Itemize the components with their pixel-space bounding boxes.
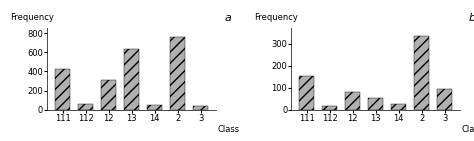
Bar: [193, 106, 208, 110]
Bar: [299, 76, 314, 110]
Bar: [345, 92, 360, 110]
Text: Class: Class: [218, 125, 239, 134]
Bar: [78, 104, 93, 110]
Text: b: b: [468, 14, 474, 24]
Text: Class: Class: [462, 125, 474, 134]
Bar: [437, 89, 452, 110]
Bar: [414, 36, 429, 110]
Text: a: a: [224, 14, 231, 24]
Bar: [147, 105, 162, 110]
Bar: [368, 98, 383, 110]
Bar: [55, 69, 70, 110]
Bar: [170, 37, 185, 110]
Bar: [322, 106, 337, 110]
Text: Frequency: Frequency: [10, 14, 54, 22]
Text: Frequency: Frequency: [255, 14, 298, 22]
Bar: [391, 104, 406, 110]
Bar: [124, 49, 139, 110]
Bar: [101, 80, 116, 110]
